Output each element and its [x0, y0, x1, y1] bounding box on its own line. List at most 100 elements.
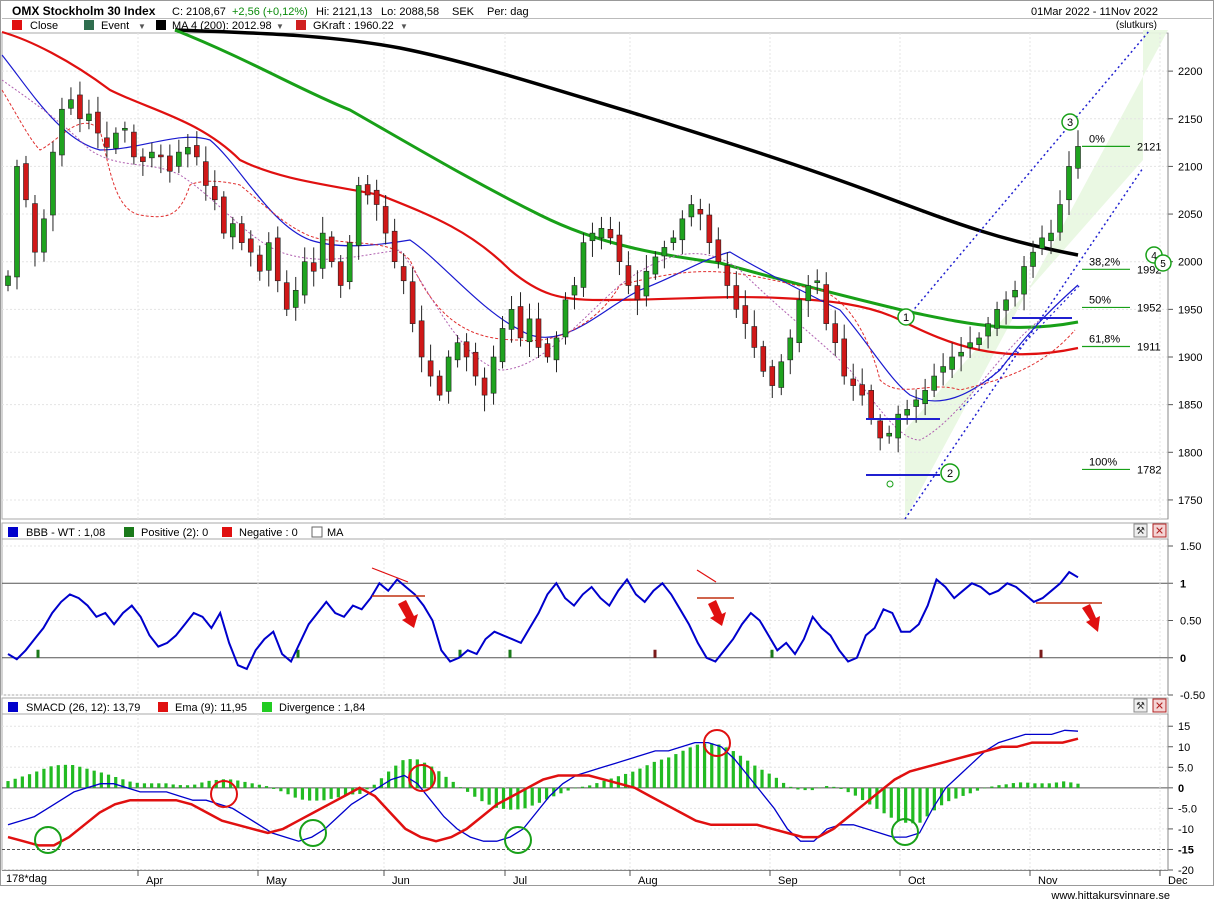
- divergence-bar: [961, 787, 965, 796]
- divergence-bar: [322, 787, 326, 801]
- ma200-dropdown-arrow-icon[interactable]: ▼: [276, 22, 284, 31]
- legend-item-event[interactable]: Event ▼: [84, 20, 146, 32]
- bbb-panel-close-button[interactable]: ✕: [1152, 523, 1167, 538]
- divergence-bar: [868, 787, 872, 805]
- candle-body: [1021, 266, 1027, 295]
- period-label: Per: dag: [487, 6, 529, 18]
- smacd-panel-settings-button[interactable]: ⚒: [1133, 698, 1148, 713]
- divergence-bar: [85, 768, 89, 788]
- smacd-panel-close-button[interactable]: ✕: [1152, 698, 1167, 713]
- divergence-bar: [1004, 784, 1008, 788]
- candle-body: [787, 337, 794, 361]
- candle-body: [149, 151, 155, 159]
- divergence-bar: [645, 765, 649, 788]
- divergence-bar: [530, 787, 534, 806]
- candle-body: [247, 238, 254, 253]
- divergence-bar: [451, 781, 455, 788]
- divergence-bar: [602, 780, 606, 788]
- index-title: OMX Stockholm 30 Index: [12, 4, 156, 18]
- divergence-bar: [882, 787, 886, 814]
- candle-body: [212, 186, 218, 201]
- x-axis-month-label: Jul: [513, 875, 527, 887]
- divergence-bar: [49, 766, 53, 788]
- candle-body: [400, 266, 407, 282]
- candle-body: [337, 261, 344, 286]
- price-grid: [2, 33, 1168, 519]
- event-dropdown-arrow-icon[interactable]: ▼: [138, 22, 146, 31]
- legend-label-negative: Negative : 0: [239, 527, 298, 539]
- negative-swatch: [222, 527, 232, 537]
- ma-blue-line: [1, 54, 1079, 402]
- price-y-tick-label: 1950: [1178, 304, 1202, 316]
- price-y-tick-label: 2150: [1178, 114, 1202, 126]
- divergence-bar: [415, 759, 419, 788]
- divergence-bar: [559, 787, 563, 794]
- legend-label-gkraft: GKraft : 1960.22: [313, 20, 394, 32]
- candle-body: [1066, 166, 1072, 201]
- candle-body: [1057, 204, 1063, 233]
- sell-signal-circle: [408, 764, 436, 792]
- x-axis-first-label: 178*dag: [6, 873, 47, 885]
- divergence-bar: [243, 781, 247, 788]
- divergence-bar: [781, 782, 786, 788]
- candle-body: [122, 127, 128, 131]
- divergence-bar: [293, 787, 297, 798]
- candle-body: [463, 341, 470, 358]
- divergence-bar: [56, 765, 60, 788]
- divergence-bar: [150, 783, 154, 788]
- candle-body: [778, 361, 785, 388]
- legend-item-gkraft[interactable]: GKraft : 1960.22 ▼: [296, 20, 408, 32]
- candle-body: [1003, 299, 1009, 311]
- divergence-bar: [638, 768, 642, 788]
- wave-marker-2: [940, 463, 960, 483]
- candle-body: [814, 280, 821, 283]
- price-type: (slutkurs): [1116, 20, 1157, 31]
- candle-body: [679, 218, 686, 241]
- wave-label-4: 4: [1151, 251, 1157, 262]
- legend-item-ma200[interactable]: MA 4 (200): 2012.98 ▼: [156, 20, 284, 32]
- divergence-bar: [537, 787, 542, 803]
- x-axis-month-label: Oct: [908, 875, 925, 887]
- candle-body: [922, 390, 928, 404]
- candle-body: [373, 189, 380, 205]
- candle-body: [589, 232, 596, 242]
- candle-body: [301, 261, 308, 296]
- wave-label-2: 2: [947, 468, 953, 480]
- candle-body: [176, 151, 182, 167]
- candle-body: [490, 356, 497, 394]
- divergence-bar: [817, 787, 822, 789]
- bbb-legend: BBB - WT : 1,08 Positive (2): 0 Negative…: [8, 526, 344, 539]
- candle-body: [895, 413, 901, 439]
- candle-body: [841, 338, 848, 377]
- channel-upper-line: [904, 29, 1151, 321]
- divergence-bar: [20, 776, 24, 788]
- candle-body: [104, 137, 110, 148]
- divergence-bar: [803, 787, 807, 791]
- divergence-bar: [99, 772, 103, 788]
- divergence-bar: [659, 759, 664, 788]
- divergence-bar: [939, 787, 944, 806]
- divergence-bar: [616, 776, 621, 788]
- divergence-bar: [947, 787, 951, 802]
- candle-body: [185, 147, 191, 155]
- candle-body: [985, 323, 991, 337]
- smacd-y-tick-label: 10: [1178, 742, 1190, 754]
- high-value: Hi: 2121,13: [316, 6, 372, 18]
- legend-label-divergence: Divergence : 1,84: [279, 702, 365, 714]
- divergence-bar: [724, 747, 728, 788]
- divergence-bar: [92, 770, 96, 788]
- fibonacci-levels: 0% 2121 38,2% 1992 50% 1952 61,8% 1911 100% 1782: [1082, 133, 1161, 476]
- candle-body: [643, 270, 650, 297]
- divergence-bar: [35, 771, 39, 788]
- divergence-bar: [42, 768, 46, 788]
- divergence-bar: [372, 784, 376, 788]
- candle-body: [742, 305, 749, 324]
- bbb-event-bar: [508, 649, 512, 658]
- divergence-bar: [860, 787, 865, 801]
- buy-signal-circle: [34, 826, 62, 854]
- legend-item-close[interactable]: Close: [12, 20, 58, 32]
- bbb-panel-settings-button[interactable]: ⚒: [1133, 523, 1148, 538]
- bbb-plot-area: [1, 538, 1169, 696]
- gkraft-dropdown-arrow-icon[interactable]: ▼: [400, 22, 408, 31]
- candle-body: [706, 214, 713, 243]
